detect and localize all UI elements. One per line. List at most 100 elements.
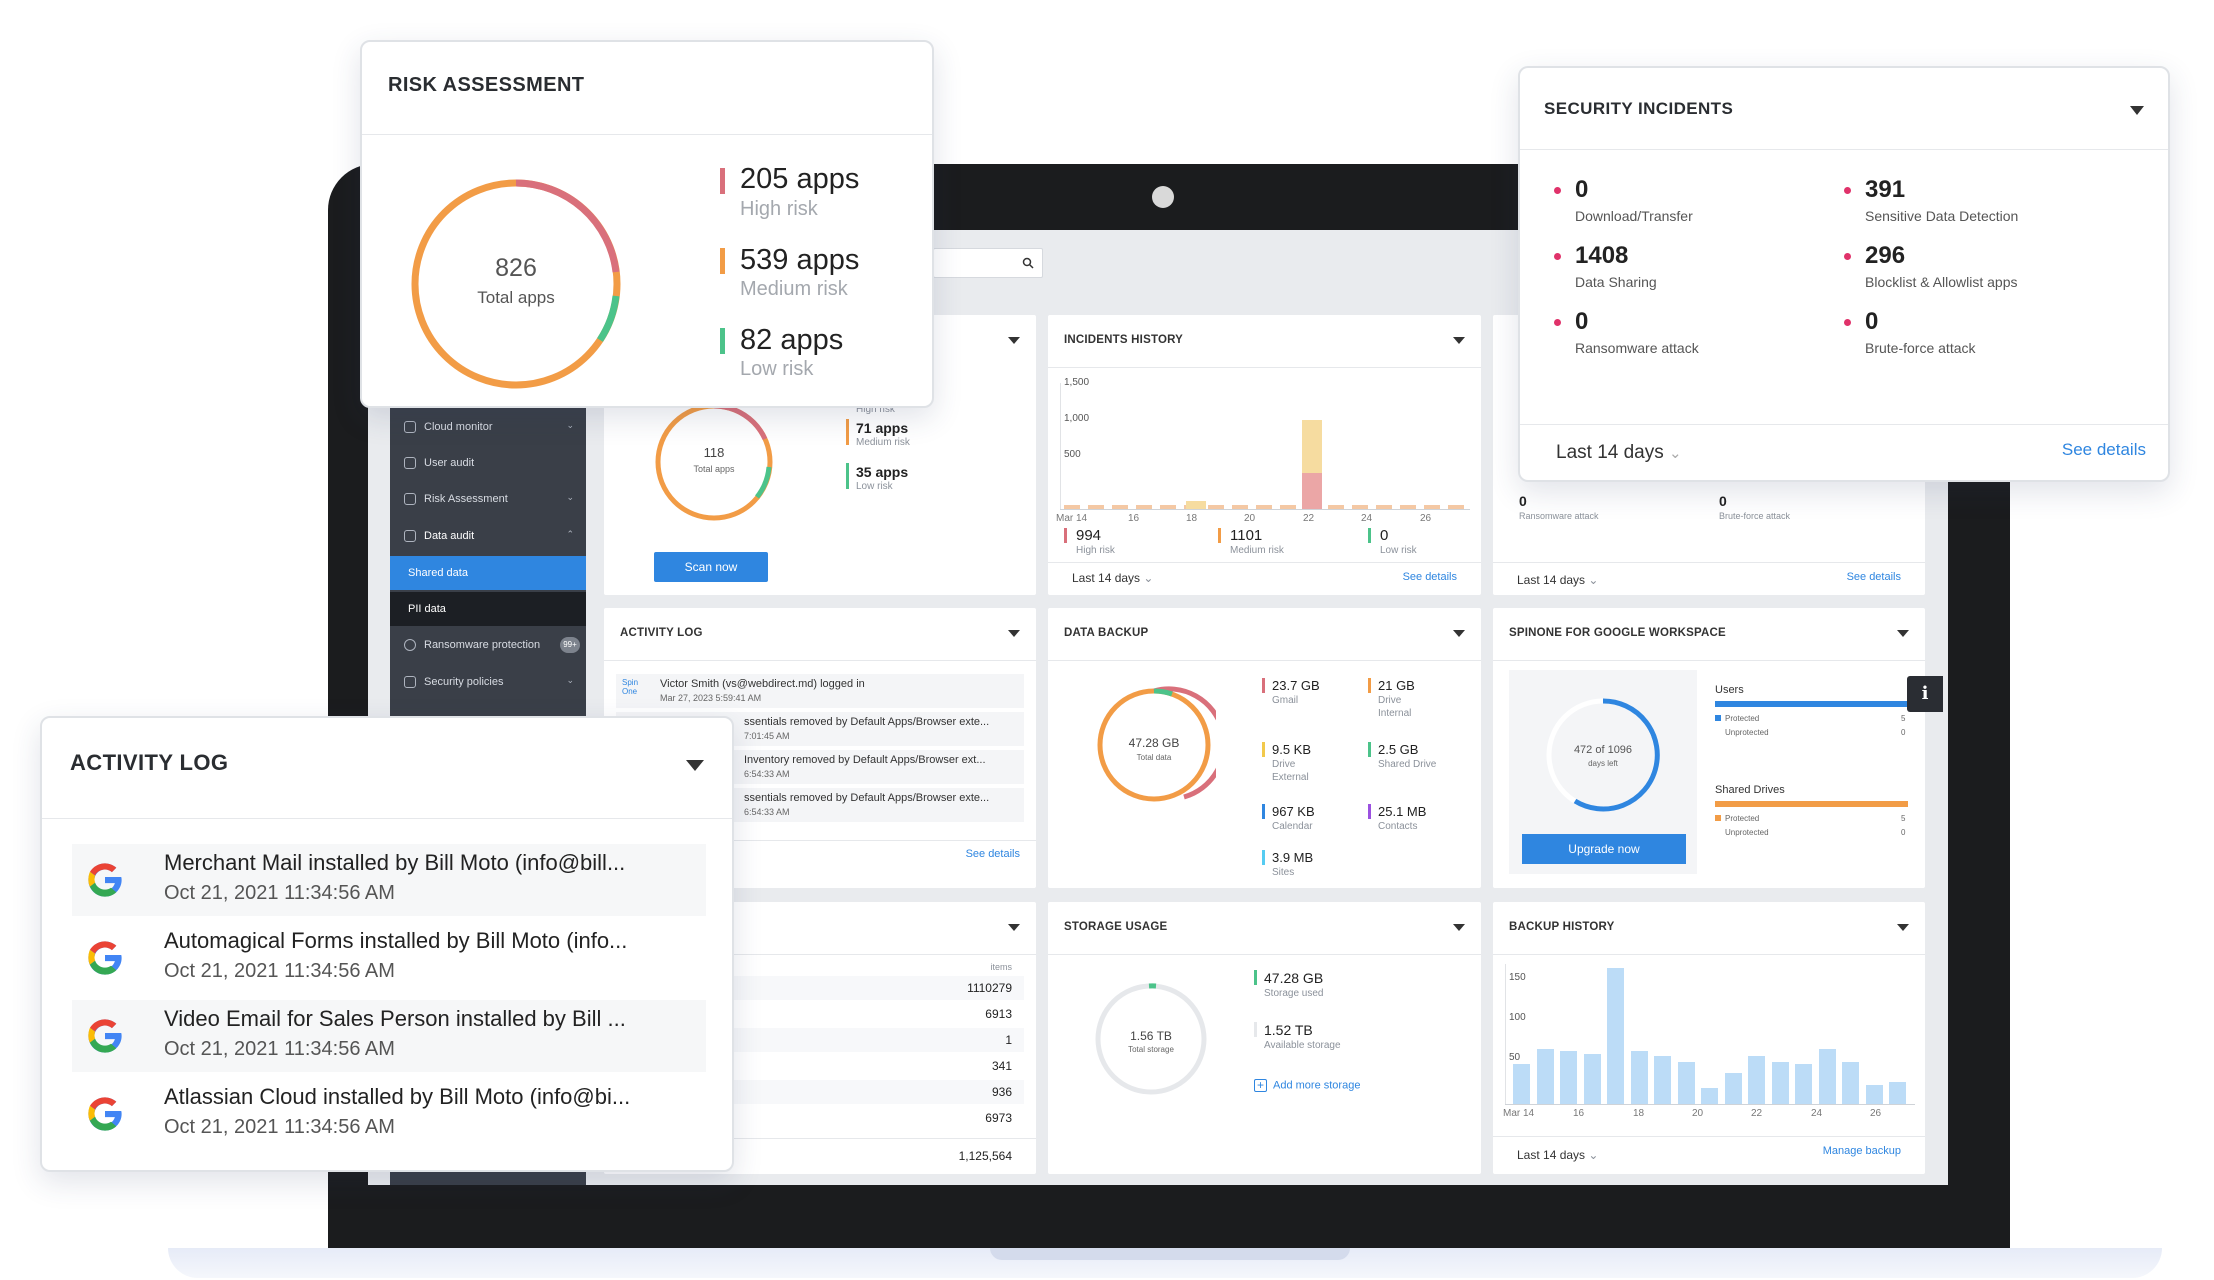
- log-time: Oct 21, 2021 11:34:56 AM: [164, 960, 395, 982]
- user-icon: [404, 457, 416, 469]
- stat-low: [1368, 527, 1377, 545]
- backup-bar: [1607, 968, 1624, 1104]
- legend-value: 9.5 KB: [1272, 742, 1312, 757]
- log-time: Mar 27, 2023 5:59:41 AM: [660, 693, 762, 703]
- shield-icon: [404, 639, 416, 651]
- period-select[interactable]: Last 14 days ⌄: [1072, 571, 1153, 585]
- chevron-down-icon[interactable]: [1897, 924, 1909, 931]
- sidebar-item-data-audit[interactable]: Data audit ⌃: [390, 519, 586, 553]
- sidebar-item-label: PII data: [408, 603, 446, 615]
- axis-line: [1060, 383, 1061, 509]
- sidebar-item-ransomware-protection[interactable]: Ransomware protection 99+: [390, 628, 586, 662]
- status-dot: [1554, 187, 1561, 195]
- list-item[interactable]: Spin One Victor Smith (vs@webdirect.md) …: [616, 674, 1024, 708]
- chevron-down-icon[interactable]: [1008, 337, 1020, 344]
- x-tick: 22: [1303, 513, 1315, 524]
- divider: [1520, 149, 2168, 150]
- list-item[interactable]: Video Email for Sales Person installed b…: [72, 1000, 706, 1072]
- storage-available-label: Available storage: [1264, 1040, 1341, 1051]
- sidebar-item-pii-data[interactable]: PII data: [390, 592, 586, 626]
- scan-now-button[interactable]: Scan now: [654, 552, 768, 582]
- history-bar-medium: [1302, 420, 1322, 473]
- items-total: 1,125,564: [958, 1149, 1012, 1163]
- manage-backup-link[interactable]: Manage backup: [1822, 1145, 1901, 1157]
- chevron-down-icon[interactable]: [686, 760, 704, 771]
- legend-bar: [1368, 804, 1371, 819]
- low-risk-bar: [720, 328, 725, 354]
- chevron-down-icon[interactable]: [1453, 630, 1465, 637]
- incident-stat: 391: [1844, 176, 1905, 204]
- chevron-down-icon[interactable]: [1453, 337, 1465, 344]
- ransomware-value: 0: [1519, 493, 1527, 509]
- medium-risk-value: 539 apps: [740, 244, 860, 276]
- search-input[interactable]: [933, 248, 1043, 278]
- incident-stat: 1408: [1554, 242, 1628, 270]
- sidebar-item-user-audit[interactable]: User audit: [390, 446, 586, 480]
- count-badge: 99+: [560, 637, 580, 653]
- add-more-storage-link[interactable]: + Add more storage: [1254, 1079, 1360, 1092]
- sidebar-item-security-policies[interactable]: Security policies ⌄: [390, 665, 586, 699]
- chevron-down-icon[interactable]: [1008, 924, 1020, 931]
- low-risk-stat: [846, 463, 855, 489]
- legend-label: Internal: [1378, 708, 1412, 719]
- period-select[interactable]: Last 14 days ⌄: [1556, 442, 1682, 464]
- low-risk-label: Low risk: [856, 481, 893, 492]
- chevron-down-icon[interactable]: [1008, 630, 1020, 637]
- divider: [1048, 367, 1481, 368]
- incidents-history-card: INCIDENTS HISTORY 1,500 1,000 500 Mar 14…: [1048, 315, 1481, 595]
- legend-value: 2.5 GB: [1378, 742, 1419, 757]
- sidebar-item-cloud-monitor[interactable]: Cloud monitor ⌄: [390, 410, 586, 444]
- backup-bar: [1795, 1064, 1812, 1104]
- data-backup-card: DATA BACKUP 47.28 GB Total data 23.7 GB …: [1048, 608, 1481, 888]
- security-incidents-popup: SECURITY INCIDENTS 0 Download/Transfer 3…: [1518, 66, 2170, 482]
- table-cell: 341: [991, 1059, 1012, 1073]
- google-icon: [88, 1097, 123, 1131]
- incident-label: Sensitive Data Detection: [1865, 208, 2019, 224]
- table-cell: 936: [991, 1085, 1012, 1099]
- list-item[interactable]: Automagical Forms installed by Bill Moto…: [72, 922, 706, 994]
- upgrade-now-button[interactable]: Upgrade now: [1522, 834, 1686, 864]
- see-details-link[interactable]: See details: [1402, 571, 1457, 583]
- log-text: Atlassian Cloud installed by Bill Moto (…: [164, 1084, 631, 1109]
- users-unprotected-count: 0: [1901, 728, 1906, 737]
- popup-title: SECURITY INCIDENTS: [1544, 99, 1734, 118]
- see-details-link[interactable]: See details: [965, 848, 1020, 860]
- list-item[interactable]: Atlassian Cloud installed by Bill Moto (…: [72, 1078, 706, 1150]
- sidebar-item-risk-assessment[interactable]: Risk Assessment ⌄: [390, 482, 586, 516]
- legend-label: Contacts: [1378, 821, 1418, 832]
- x-tick: 16: [1128, 513, 1140, 524]
- divider: [604, 954, 1036, 955]
- stat-value: 0: [1380, 527, 1389, 544]
- see-details-link[interactable]: See details: [2061, 440, 2146, 459]
- x-tick: 22: [1751, 1108, 1763, 1119]
- chevron-down-icon[interactable]: [2130, 106, 2144, 115]
- legend-swatch: [1715, 815, 1721, 821]
- backup-bar: [1725, 1073, 1742, 1104]
- list-item[interactable]: Merchant Mail installed by Bill Moto (in…: [72, 844, 706, 916]
- policy-icon: [404, 676, 416, 688]
- total-storage-value: 1.56 TB: [1130, 1029, 1172, 1043]
- workspace-card: SPINONE FOR GOOGLE WORKSPACE 472 of 1096…: [1493, 608, 1943, 888]
- log-time: 6:54:33 AM: [744, 807, 790, 817]
- chevron-down-icon[interactable]: [1897, 630, 1909, 637]
- activity-log-card: ACTIVITY LOG Spin One Victor Smith (vs@w…: [604, 608, 1036, 888]
- axis-line: [1505, 1104, 1915, 1105]
- sidebar-item-shared-data[interactable]: Shared data: [390, 556, 586, 590]
- period-select[interactable]: Last 14 days ⌄: [1517, 1148, 1598, 1162]
- drives-progress-bar: [1715, 801, 1908, 807]
- risk-donut: [655, 403, 773, 521]
- drives-protected-count: 5: [1901, 814, 1906, 823]
- legend-bar: [1262, 742, 1265, 757]
- brute-force-label: Brute-force attack: [1719, 511, 1791, 521]
- users-title: Users: [1715, 684, 1744, 696]
- days-left-label: days left: [1588, 759, 1618, 768]
- card-title: INCIDENTS HISTORY: [1064, 334, 1184, 346]
- period-select[interactable]: Last 14 days ⌄: [1517, 573, 1598, 587]
- see-details-link[interactable]: See details: [1846, 571, 1901, 583]
- chevron-down-icon[interactable]: [1453, 924, 1465, 931]
- backup-bar: [1654, 1056, 1671, 1104]
- status-dot: [1844, 187, 1851, 195]
- chevron-down-icon: ⌄: [1143, 571, 1154, 585]
- total-data-value: 47.28 GB: [1128, 736, 1180, 750]
- info-icon[interactable]: i: [1907, 676, 1943, 712]
